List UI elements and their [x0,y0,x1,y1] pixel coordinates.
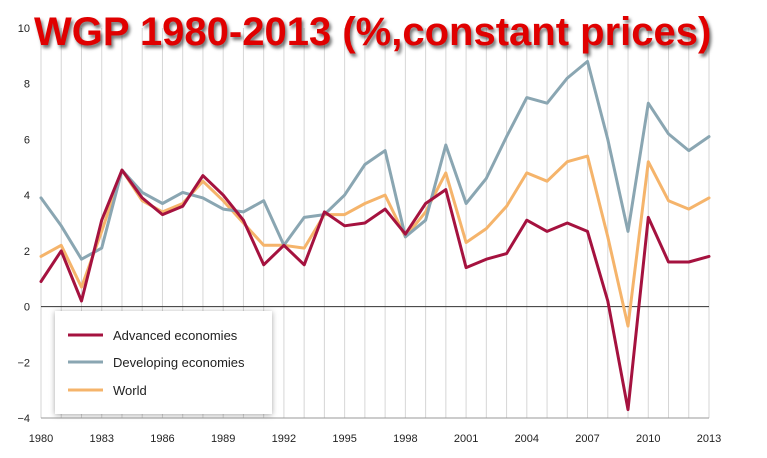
y-tick-label: 0 [24,302,30,314]
x-tick-label: 2010 [636,433,660,445]
x-tick-label: 1992 [272,433,296,445]
series-line-advanced-economies [39,168,711,412]
x-tick-label: 1989 [211,433,235,445]
x-tick-label: 1983 [89,433,113,445]
y-tick-label: 2 [24,246,30,258]
x-tick-labels: 1980 1983 1986 1989 1992 1995 1998 2001 2004 2007… [29,433,721,445]
x-tick-label: 1980 [29,433,53,445]
series-lines [39,59,711,412]
y-tick-labels: 10 8 6 4 2 0 −2 −4 [17,23,30,425]
y-tick-label: −2 [17,357,30,369]
y-tick-label: 4 [24,190,30,202]
x-tick-label: 2004 [515,433,539,445]
axes [41,306,709,419]
legend-label-world: World [113,383,147,398]
y-tick-label: 6 [24,134,30,146]
legend-label-advanced: Advanced economies [113,328,238,343]
x-tick-label: 1995 [332,433,356,445]
legend: Advanced economies Developing economies … [55,311,272,414]
y-tick-label: 8 [24,79,30,91]
x-tick-label: 2013 [697,433,721,445]
y-tick-label: 10 [18,23,30,35]
x-tick-label: 2001 [454,433,478,445]
y-tick-label: −4 [17,413,30,425]
chart-title: WGP 1980-2013 (%,constant prices) [34,10,712,54]
x-tick-label: 1998 [393,433,417,445]
series-line-developing-economies [39,59,711,261]
legend-label-developing: Developing economies [113,355,245,370]
x-tick-label: 1986 [150,433,174,445]
x-tick-label: 2007 [575,433,599,445]
